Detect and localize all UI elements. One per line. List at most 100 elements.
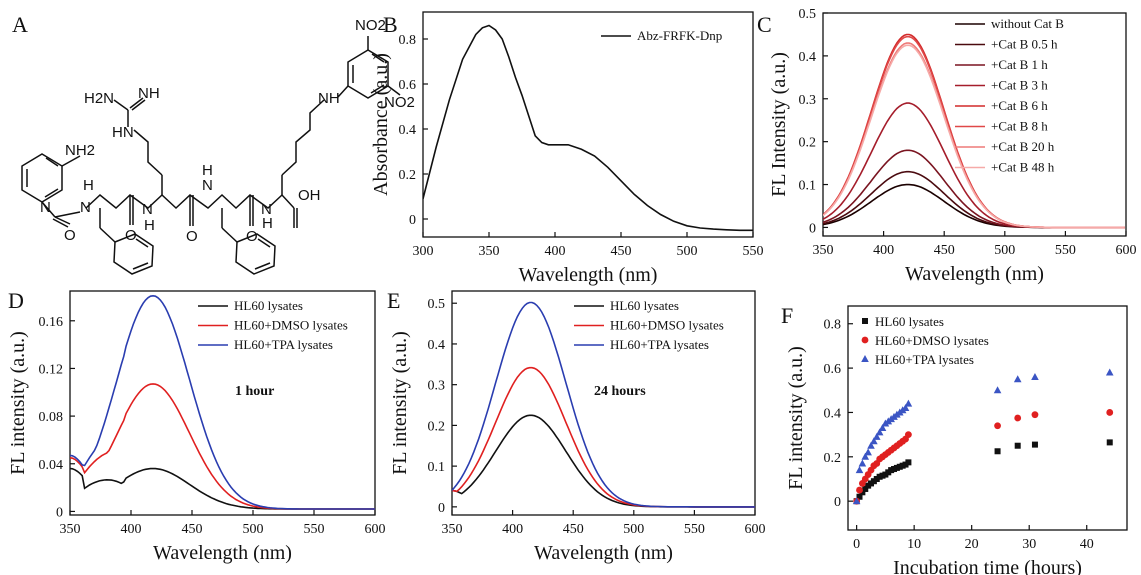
data-point: [875, 428, 884, 436]
chem-label-h-4: H: [262, 215, 273, 232]
x-tick-label: 600: [365, 522, 386, 537]
data-point: [856, 486, 863, 494]
data-point: [904, 399, 913, 407]
panel-letter-b: B: [383, 12, 398, 37]
legend: HL60 lysates HL60+DMSO lysates HL60+TPA ly…: [861, 314, 989, 367]
data-point: [994, 448, 1001, 455]
x-tick-label: 500: [677, 244, 698, 259]
legend-label: HL60+TPA lysates: [234, 337, 333, 352]
data-point: [858, 459, 867, 467]
series-line-1: [70, 383, 375, 510]
legend-swatch: [861, 336, 869, 344]
x-tick-label: 40: [1080, 537, 1094, 552]
y-tick-label: 0.2: [824, 451, 842, 466]
series-group: [452, 301, 755, 508]
y-tick-label: 0.16: [39, 315, 64, 330]
benzene-ring-3: [235, 233, 276, 275]
chem-label-oh: OH: [298, 187, 321, 204]
chart-e: 350 400 450 500 550 600 0 0.1 0.2 0.3 0.4 0.5 Wavele…: [389, 290, 766, 564]
y-tick-label: 0.5: [428, 297, 446, 312]
x-tick-label: 20: [965, 537, 979, 552]
chem-label-h-1: H: [83, 177, 94, 194]
plot-frame: [422, 11, 754, 238]
benzene-ring-1: [21, 153, 63, 203]
legend-label: HL60 lysates: [610, 298, 679, 313]
data-point: [993, 386, 1002, 394]
legend-label: HL60 lysates: [875, 314, 944, 329]
chem-label-nh-arg: NH: [138, 85, 160, 102]
x-tick-label: 500: [243, 522, 264, 537]
y-axis-title: FL Intensity (a.u.): [768, 52, 790, 197]
chem-label-n-3: N: [202, 177, 213, 194]
x-tick-label: 350: [442, 522, 463, 537]
chem-label-no2-top: NO2: [355, 17, 386, 34]
x-tick-label: 500: [994, 243, 1015, 258]
y-tick-label: 0.8: [399, 33, 417, 48]
y-tick-label: 0.2: [799, 136, 817, 151]
data-point: [855, 466, 864, 474]
panel-letter-f: F: [781, 303, 793, 328]
data-point: [905, 459, 912, 466]
chem-label-n-4: N: [261, 201, 272, 218]
plot-frame: [451, 290, 756, 516]
benzene-ring-4: [347, 49, 389, 99]
x-tick-label: 600: [1116, 243, 1137, 258]
chart-annotation: 1 hour: [235, 384, 274, 399]
x-tick-label: 0: [853, 537, 860, 552]
series-line-2: [70, 294, 375, 510]
panel-letter-e: E: [387, 288, 400, 313]
legend-label: +Cat B 8 h: [991, 119, 1048, 134]
y-axis-title: FL intensity (a.u.): [7, 331, 29, 475]
y-tick-label: 0.12: [39, 362, 64, 377]
data-point: [1031, 411, 1039, 419]
y-tick-label: 0: [409, 213, 416, 228]
plot-frame: [822, 12, 1127, 237]
series-line-2: [452, 301, 755, 508]
plot-frame: [69, 290, 376, 516]
chem-label-no2-side: NO2: [384, 94, 415, 111]
legend: HL60 lysates HL60+DMSO lysates HL60+TPA ly…: [198, 298, 348, 352]
y-tick-label: 0.6: [824, 362, 842, 377]
series-line-0: [423, 24, 753, 232]
x-tick-label: 400: [502, 522, 523, 537]
y-tick-label: 0.08: [39, 410, 64, 425]
x-tick-label: 350: [813, 243, 834, 258]
data-point: [1106, 409, 1114, 416]
legend-label: Abz-FRFK-Dnp: [637, 28, 722, 43]
legend-swatch: [862, 318, 868, 324]
y-tick-label: 0.6: [399, 78, 417, 93]
x-axis-title: Incubation time (hours): [893, 557, 1082, 575]
data-point: [1014, 442, 1021, 449]
y-axis-title: FL intensity (a.u.): [389, 331, 411, 475]
chem-label-nh2: NH2: [65, 142, 95, 159]
x-tick-label: 350: [60, 522, 81, 537]
data-point: [856, 493, 863, 500]
y-tick-label: 0.3: [799, 93, 817, 108]
legend: without Cat B +Cat B 0.5 h +Cat B 1 h +Cat …: [955, 16, 1064, 175]
y-tick-label: 0: [809, 221, 816, 236]
x-tick-label: 450: [182, 522, 203, 537]
data-point: [1105, 368, 1114, 376]
chart-f: 0 10 20 30 40 0 0.2 0.4 0.6 0.8 Incubation time (h…: [785, 305, 1128, 575]
chem-label-o-3: O: [186, 228, 198, 245]
y-tick-label: 0.04: [39, 458, 64, 473]
y-tick-label: 0.4: [799, 50, 817, 65]
series-group: [823, 33, 1125, 229]
legend-label: HL60 lysates: [234, 298, 303, 313]
chem-label-n-5: N: [40, 199, 51, 216]
y-tick-label: 0: [56, 505, 63, 520]
legend-label: +Cat B 3 h: [991, 78, 1048, 93]
legend-label: HL60+TPA lysates: [610, 337, 709, 352]
legend-label: HL60+DMSO lysates: [610, 318, 724, 333]
y-tick-label: 0.4: [399, 123, 417, 138]
legend: HL60 lysates HL60+DMSO lysates HL60+TPA ly…: [574, 298, 724, 352]
x-tick-label: 550: [743, 244, 764, 259]
data-point: [852, 497, 861, 505]
panel-letter-c: C: [757, 12, 772, 37]
chart-c: 350 400 450 500 550 600 0 0.1 0.2 0.3 0.4 0.5 Wavele…: [768, 7, 1137, 285]
data-point: [870, 437, 878, 445]
x-tick-label: 400: [873, 243, 894, 258]
series-group: [70, 294, 375, 510]
y-axis-title: Absorbance (a.u.): [370, 53, 392, 196]
